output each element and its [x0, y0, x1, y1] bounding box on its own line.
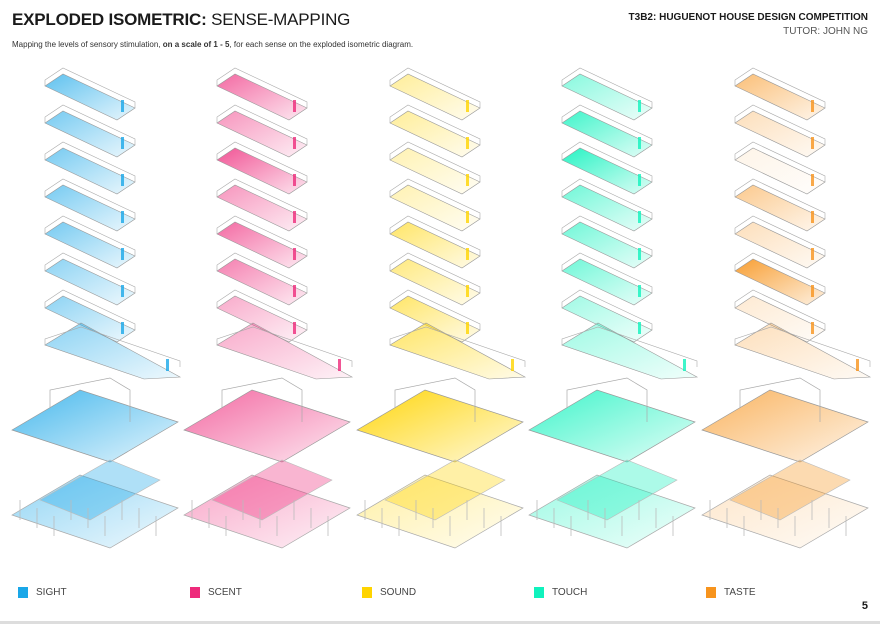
floor-slab-level-3: [44, 141, 136, 195]
floor-slab-level-6: [389, 252, 481, 306]
page-title: EXPLODED ISOMETRIC: SENSE-MAPPING: [12, 10, 350, 30]
floor-slab-level-3: [734, 141, 826, 195]
floor-slab-level-1: [734, 67, 826, 121]
floor-slab-level-2: [734, 104, 826, 158]
floor-slab-level-5: [44, 215, 136, 269]
subtitle-post: , for each sense on the exploded isometr…: [229, 40, 414, 49]
floor-slab-level-2: [561, 104, 653, 158]
subtitle-bold: on a scale of 1 - 5: [162, 40, 230, 49]
floor-slab-level-7: [389, 289, 481, 343]
legend-swatch: [534, 587, 544, 598]
legend-item-scent: SCENT: [190, 587, 242, 598]
sense-column-scent: [183, 67, 354, 549]
bottom-divider: [0, 621, 880, 624]
legend-label: SIGHT: [36, 587, 67, 598]
basement-slab: [701, 459, 869, 549]
floor-slab-level-1: [561, 67, 653, 121]
ground-floor-slab: [528, 377, 696, 463]
floor-slab-level-5: [561, 215, 653, 269]
subtitle-pre: Mapping the levels of sensory stimulatio…: [12, 40, 163, 49]
sense-column-sight: [11, 67, 182, 549]
floor-slab-level-4: [216, 178, 308, 232]
floor-slab-level-8: [216, 322, 354, 380]
legend-label: TASTE: [724, 587, 756, 598]
floor-slab-level-6: [734, 252, 826, 306]
floor-slab-level-5: [216, 215, 308, 269]
floor-slab-level-8: [389, 322, 527, 380]
exploded-isometric-diagram: [11, 67, 872, 549]
legend-label: SOUND: [380, 587, 417, 598]
legend-label: SCENT: [208, 587, 242, 598]
floor-slab-level-8: [734, 322, 872, 380]
floor-slab-level-4: [734, 178, 826, 232]
legend-swatch: [362, 587, 372, 598]
floor-slab-level-6: [44, 252, 136, 306]
floor-slab-level-6: [216, 252, 308, 306]
floor-slab-level-4: [561, 178, 653, 232]
floor-slab-level-2: [216, 104, 308, 158]
legend-label: TOUCH: [552, 587, 588, 598]
sense-column-touch: [528, 67, 699, 549]
ground-floor-slab: [11, 377, 179, 463]
floor-slab-level-3: [561, 141, 653, 195]
page-number: 5: [861, 600, 868, 612]
floor-slab-level-5: [389, 215, 481, 269]
sense-column-taste: [701, 67, 872, 549]
floor-slab-level-3: [216, 141, 308, 195]
floor-slab-level-1: [216, 67, 308, 121]
floor-slab-level-5: [734, 215, 826, 269]
floor-slab-level-8: [561, 322, 699, 380]
basement-slab: [183, 459, 351, 549]
title-bold: EXPLODED ISOMETRIC:: [12, 10, 207, 29]
legend-swatch: [190, 587, 200, 598]
legend-swatch: [18, 587, 28, 598]
floor-slab-level-4: [389, 178, 481, 232]
basement-slab: [528, 459, 696, 549]
floor-slab-level-1: [44, 67, 136, 121]
floor-slab-level-2: [44, 104, 136, 158]
floor-slab-level-6: [561, 252, 653, 306]
ground-floor-slab: [356, 377, 524, 463]
ground-floor-slab: [183, 377, 351, 463]
project-title: T3B2: HUGUENOT HOUSE DESIGN COMPETITION: [628, 12, 868, 23]
ground-floor-slab: [701, 377, 869, 463]
legend-swatch: [706, 587, 716, 598]
floor-slab-level-1: [389, 67, 481, 121]
title-rest: SENSE-MAPPING: [211, 10, 351, 29]
floor-slab-level-3: [389, 141, 481, 195]
subtitle: Mapping the levels of sensory stimulatio…: [12, 40, 413, 49]
legend-item-sight: SIGHT: [18, 587, 67, 598]
legend-item-touch: TOUCH: [534, 587, 587, 598]
floor-slab-level-4: [44, 178, 136, 232]
floor-slab-level-2: [389, 104, 481, 158]
basement-slab: [11, 459, 179, 549]
floor-slab-level-8: [44, 322, 182, 380]
sense-column-sound: [356, 67, 527, 549]
tutor-label: TUTOR: JOHN NG: [783, 26, 868, 37]
legend-item-sound: SOUND: [362, 587, 416, 598]
basement-slab: [356, 459, 524, 549]
legend-item-taste: TASTE: [706, 587, 755, 598]
